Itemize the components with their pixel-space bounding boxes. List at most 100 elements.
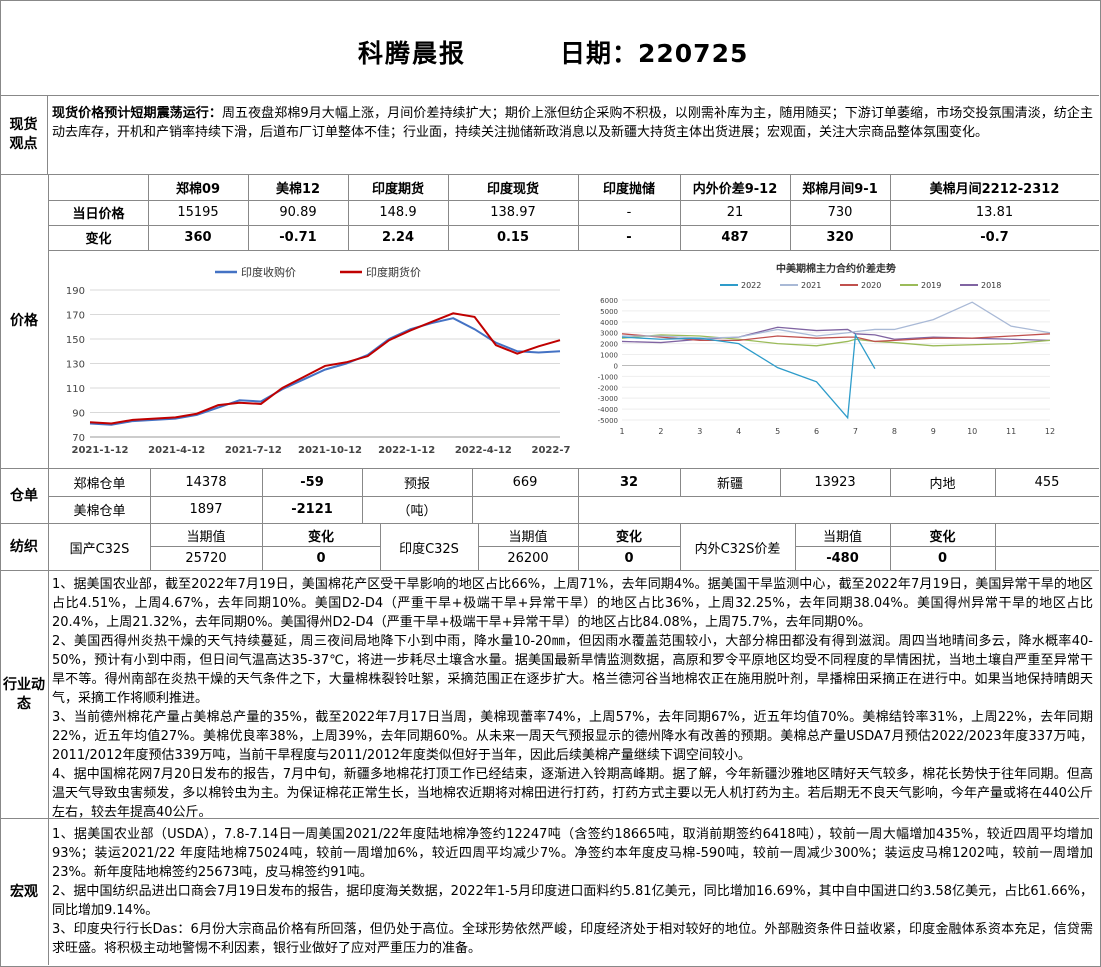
domestic-c32s-value: 25720	[185, 550, 227, 566]
x-tick-label: 7	[853, 427, 858, 436]
price-change-value: 0.15	[496, 230, 530, 245]
warehouse-section: 仓单 郑棉仓单 14378 -59 预报 669 32 新疆 13923 内地 …	[0, 469, 1099, 524]
industry-para: 1、据美国农业部，截至2022年7月19日，美国棉花产区受干旱影响的地区占比66…	[52, 577, 1093, 630]
y-tick-label: 1000	[600, 352, 618, 360]
price-today-value: 138.97	[490, 205, 536, 220]
y-tick-label: 4000	[600, 319, 618, 327]
forecast-value: 669	[512, 475, 538, 490]
warehouse-label: 仓单	[0, 469, 49, 523]
inland-label: 内地	[929, 477, 956, 492]
price-col-header: 内外价差9-12	[692, 182, 778, 197]
price-change-value: -	[626, 230, 632, 245]
x-tick-label: 1	[619, 427, 624, 436]
c32s-spread-change: 0	[937, 550, 948, 566]
x-tick-label: 12	[1045, 427, 1055, 436]
series-line-印度收购价	[89, 317, 561, 426]
price-today-value: 730	[827, 205, 853, 220]
report-header: 科腾晨报 日期：220725	[0, 0, 1099, 96]
chart-title: 中美期棉主力合约价差走势	[776, 262, 896, 275]
legend-label: 印度收购价	[241, 265, 296, 279]
x-tick-label: 10	[967, 427, 977, 436]
y-tick-label: 110	[66, 384, 85, 395]
series-line-2022	[621, 332, 876, 420]
y-tick-label: 3000	[600, 330, 618, 338]
india-change-label: 变化	[615, 529, 642, 545]
macro-para: 1、据美国农业部（USDA），7.8-7.14日一周美国2021/22年度陆地棉…	[52, 827, 1093, 880]
macro-para: 3、印度央行行长Das：6月份大宗商品价格有所回落，但仍处于高位。全球形势依然严…	[52, 922, 1093, 956]
x-tick-label: 2021-1-12	[71, 445, 128, 456]
legend-label: 2021	[801, 281, 821, 290]
zz-warehouse-value: 14378	[185, 475, 227, 490]
today-price-label: 当日价格	[72, 207, 125, 222]
india-current-label: 当期值	[508, 529, 548, 545]
x-tick-label: 5	[775, 427, 780, 436]
inland-value: 455	[1034, 475, 1060, 490]
us-warehouse-label: 美棉仓单	[73, 504, 126, 519]
y-tick-label: -1000	[598, 373, 618, 381]
india-c32s-label: 印度C32S	[399, 541, 459, 557]
spot-text: 现货价格预计短期震荡运行：周五夜盘郑棉9月大幅上涨，月间价差持续扩大；期价上涨但…	[52, 104, 1093, 142]
price-col-header: 印度期货	[371, 182, 424, 197]
y-tick-label: 90	[72, 409, 85, 420]
price-label: 价格	[0, 175, 49, 468]
price-change-value: 487	[721, 230, 749, 245]
xinjiang-label: 新疆	[716, 477, 743, 492]
price-today-value: 13.81	[975, 205, 1014, 220]
spot-body: 周五夜盘郑棉9月大幅上涨，月间价差持续扩大；期价上涨但纺企采购不积极，以刚需补库…	[52, 106, 1093, 140]
forecast-change: 32	[619, 475, 639, 490]
series-line-2019	[621, 334, 1051, 347]
y-tick-label: 2000	[600, 341, 618, 349]
price-change-value: -0.71	[279, 230, 317, 245]
c32s-spread-label: 内外C32S价差	[694, 541, 781, 557]
spread-change-label: 变化	[929, 529, 956, 545]
spot-section: 现货观点 现货价格预计短期震荡运行：周五夜盘郑棉9月大幅上涨，月间价差持续扩大；…	[0, 96, 1099, 175]
x-tick-label: 8	[892, 427, 897, 436]
domestic-c32s-label: 国产C32S	[69, 541, 130, 557]
textile-label: 纺织	[0, 524, 49, 570]
y-tick-label: 130	[66, 360, 85, 371]
industry-para: 3、当前德州棉花产量占美棉总产量的35%，截至2022年7月17日当周，美棉现蕾…	[52, 710, 1093, 763]
industry-section: 行业动态 1、据美国农业部，截至2022年7月19日，美国棉花产区受干旱影响的地…	[0, 571, 1099, 820]
x-tick-label: 9	[931, 427, 936, 436]
price-today-value: 15195	[177, 205, 219, 220]
macro-para: 2、据中国纺织品进出口商会7月19日发布的报告，据印度海关数据，2022年1-5…	[52, 884, 1093, 918]
domestic-c32s-change: 0	[316, 550, 326, 566]
zz-warehouse-change: -59	[300, 475, 324, 490]
x-tick-label: 2022-1-12	[378, 445, 435, 456]
spot-label: 现货观点	[0, 96, 48, 174]
report-title: 科腾晨报	[358, 39, 467, 68]
forecast-label: 预报	[403, 477, 430, 492]
macro-text: 1、据美国农业部（USDA），7.8-7.14日一周美国2021/22年度陆地棉…	[52, 825, 1093, 958]
x-tick-label: 2022-7-12	[531, 445, 570, 456]
y-tick-label: 5000	[600, 308, 618, 316]
y-tick-label: 170	[66, 311, 85, 322]
legend-label: 2022	[741, 281, 761, 290]
y-tick-label: -2000	[598, 384, 618, 392]
legend-label: 印度期货价	[366, 265, 421, 279]
price-change-value: -0.7	[980, 230, 1009, 245]
spot-headline: 现货价格预计短期震荡运行：	[52, 106, 222, 121]
y-tick-label: 0	[614, 362, 618, 370]
price-col-header: 郑棉09	[175, 182, 221, 197]
india-c32s-value: 26200	[507, 550, 549, 566]
price-today-value: 90.89	[279, 205, 317, 220]
price-today-value: -	[626, 205, 632, 220]
legend-label: 2019	[921, 281, 941, 290]
industry-label: 行业动态	[0, 571, 49, 818]
x-tick-label: 2022-4-12	[455, 445, 512, 456]
y-tick-label: -3000	[598, 395, 618, 403]
x-tick-label: 3	[697, 427, 702, 436]
price-section: 价格 当日价格 变化 190 170 150 130 110 90 70 2021-1-12 2…	[0, 175, 1099, 469]
us-warehouse-change: -2121	[291, 502, 333, 517]
textile-section: 纺织 国产C32S 当期值 变化 25720 0 印度C32S 当期值 变化 2…	[0, 524, 1099, 571]
x-tick-label: 2	[658, 427, 663, 436]
price-today-value: 21	[726, 205, 744, 220]
legend-label: 2020	[861, 281, 881, 290]
price-change-value: 320	[826, 230, 854, 245]
xinjiang-value: 13923	[814, 475, 856, 490]
y-tick-label: 70	[72, 433, 85, 444]
india-c32s-change: 0	[624, 550, 634, 566]
zz-warehouse-label: 郑棉仓单	[73, 477, 126, 492]
